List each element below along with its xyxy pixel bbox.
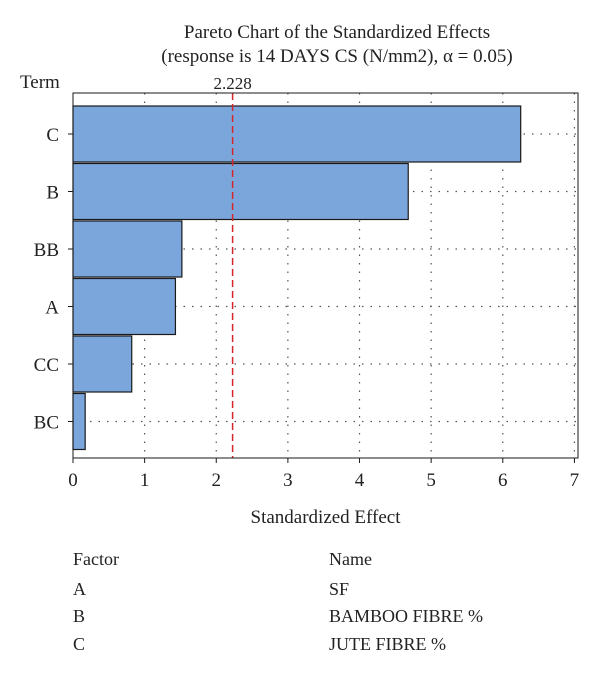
legend-header-factor: Factor	[73, 549, 119, 569]
plot-frame	[72, 92, 579, 459]
legend-name-c: JUTE FIBRE %	[329, 634, 446, 654]
legend-factor-a: A	[73, 579, 86, 599]
y-axis-label: Term	[20, 72, 60, 93]
chart-title: Pareto Chart of the Standardized Effects	[183, 22, 491, 43]
x-tick-label: 1	[140, 470, 150, 491]
legend-name-b: BAMBOO FIBRE %	[329, 606, 484, 626]
x-tick-label: 0	[68, 470, 78, 491]
reference-line-label: 2.228	[213, 74, 251, 93]
bar-c	[72, 105, 522, 163]
x-tick-label: 6	[498, 470, 508, 491]
bar-b	[72, 162, 409, 221]
x-tick-label: 4	[355, 470, 365, 491]
bar-bb	[72, 220, 183, 278]
bar-cc	[72, 335, 133, 393]
bar-a	[72, 277, 177, 336]
x-tick-label: 7	[570, 470, 580, 491]
legend-factor-c: C	[73, 634, 86, 654]
bars-layer	[72, 105, 522, 451]
y-tick-label: A	[45, 298, 59, 319]
legend-name-a: SF	[329, 579, 350, 599]
y-tick-label: BB	[34, 240, 59, 261]
x-tick-label: 5	[426, 470, 436, 491]
bar-bc	[72, 392, 86, 451]
y-tick-label: C	[46, 125, 59, 146]
y-tick-label: CC	[34, 355, 59, 376]
x-tick-label: 3	[283, 470, 293, 491]
y-tick-label: B	[46, 183, 59, 204]
y-tick-label: BC	[34, 413, 59, 434]
x-axis-label: Standardized Effect	[251, 507, 402, 528]
chart-subtitle: (response is 14 DAYS CS (N/mm2), α = 0.0…	[161, 46, 513, 67]
legend-factor-b: B	[73, 606, 86, 626]
x-tick-label: 2	[212, 470, 222, 491]
legend-header-name: Name	[329, 549, 372, 569]
